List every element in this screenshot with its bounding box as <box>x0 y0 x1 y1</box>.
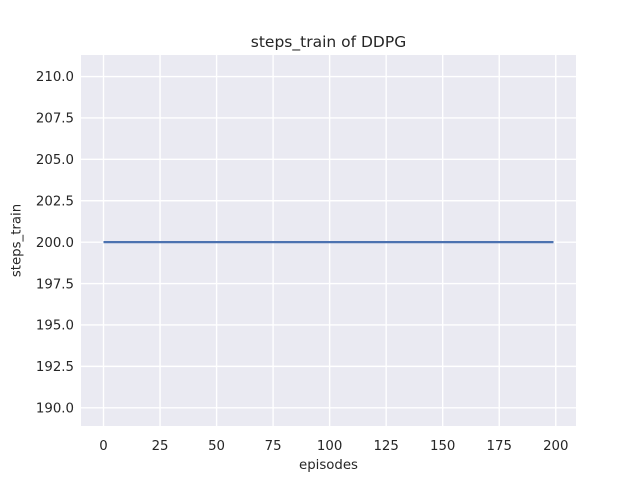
x-axis-label: episodes <box>299 458 358 473</box>
x-tick-label: 150 <box>430 439 455 454</box>
y-tick-label: 195.0 <box>36 319 74 334</box>
x-tick-label: 100 <box>317 439 342 454</box>
chart-title: steps_train of DDPG <box>251 33 406 52</box>
y-tick-label: 197.5 <box>36 277 74 292</box>
plot-area <box>81 55 576 426</box>
y-tick-label: 200.0 <box>36 236 74 251</box>
y-tick-label: 210.0 <box>36 70 74 85</box>
y-tick-label: 202.5 <box>36 194 74 209</box>
y-axis-label: steps_train <box>10 204 25 277</box>
x-tick-label: 175 <box>487 439 512 454</box>
y-tick-label: 192.5 <box>36 360 74 375</box>
x-tick-label: 25 <box>152 439 169 454</box>
y-tick-label: 207.5 <box>36 112 74 127</box>
y-tick-label: 205.0 <box>36 153 74 168</box>
tick-labels: 0 25 50 75 100 125 150 175 200 190.0 192.5 195.0 197… <box>36 70 569 454</box>
x-tick-label: 0 <box>99 439 107 454</box>
x-tick-label: 200 <box>543 439 568 454</box>
x-tick-label: 50 <box>208 439 225 454</box>
x-tick-label: 75 <box>265 439 282 454</box>
y-tick-label: 190.0 <box>36 401 74 416</box>
x-tick-label: 125 <box>373 439 398 454</box>
